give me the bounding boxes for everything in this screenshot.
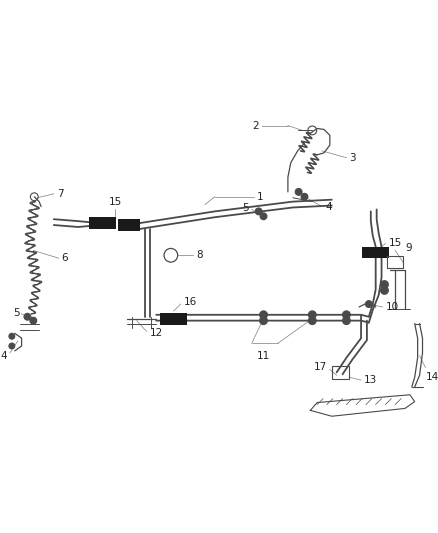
Bar	[89, 217, 116, 229]
Bar	[160, 313, 187, 325]
Text: 5: 5	[13, 308, 20, 318]
Bar	[118, 219, 140, 231]
Text: 13: 13	[364, 375, 377, 385]
Circle shape	[365, 301, 372, 308]
Text: 15: 15	[389, 238, 402, 248]
Circle shape	[255, 208, 262, 215]
Text: 6: 6	[62, 253, 68, 263]
Text: 3: 3	[350, 153, 356, 163]
Text: 7: 7	[57, 189, 64, 199]
Circle shape	[260, 317, 268, 325]
Circle shape	[381, 281, 389, 288]
Text: 4: 4	[325, 203, 332, 213]
Text: 5: 5	[242, 204, 249, 213]
Bar	[387, 256, 403, 268]
Circle shape	[308, 317, 316, 325]
Circle shape	[343, 317, 350, 325]
Text: 10: 10	[385, 302, 399, 312]
Text: 8: 8	[196, 251, 203, 260]
Text: 17: 17	[314, 362, 327, 373]
Circle shape	[343, 311, 350, 319]
Text: 1: 1	[257, 192, 263, 202]
Circle shape	[260, 311, 268, 319]
Circle shape	[295, 189, 302, 195]
Circle shape	[381, 287, 389, 294]
Bar	[362, 246, 389, 258]
Circle shape	[301, 193, 308, 200]
Text: 4: 4	[0, 351, 7, 361]
Circle shape	[260, 213, 267, 220]
Bar	[332, 366, 350, 379]
Text: 11: 11	[257, 351, 270, 361]
Circle shape	[9, 343, 15, 349]
Circle shape	[30, 317, 37, 324]
Text: 12: 12	[149, 328, 162, 338]
Circle shape	[24, 313, 31, 320]
Text: 16: 16	[184, 297, 197, 307]
Text: 14: 14	[425, 372, 438, 382]
Text: 2: 2	[252, 120, 258, 131]
Text: 15: 15	[109, 197, 122, 206]
Circle shape	[308, 311, 316, 319]
Text: 9: 9	[405, 244, 412, 254]
Circle shape	[9, 333, 15, 339]
